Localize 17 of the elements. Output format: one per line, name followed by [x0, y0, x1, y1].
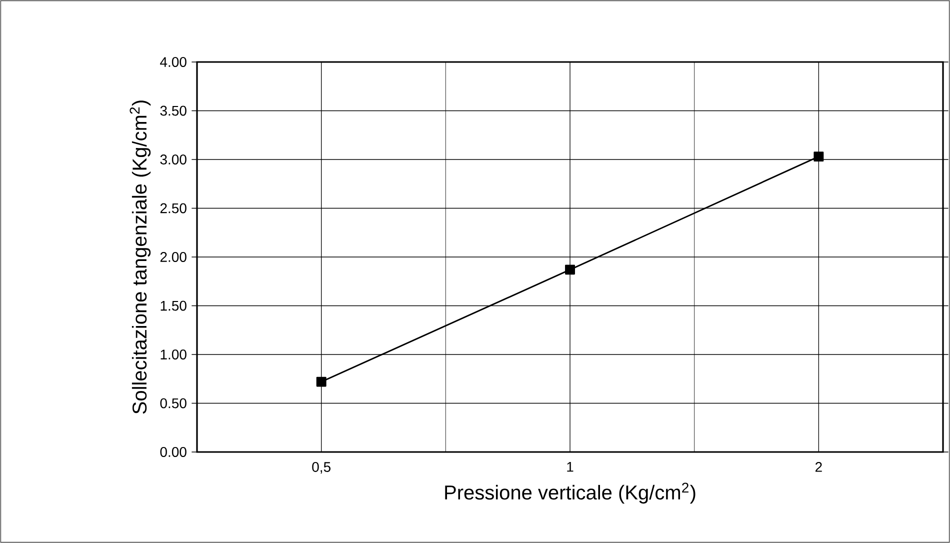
y-tick-label: 2.00 [160, 252, 186, 262]
x-axis-title: Pressione verticale (Kg/cm$^{2}$) [445, 482, 696, 504]
y-tick-label: 4.00 [160, 57, 186, 67]
y-tick-label: 0.00 [160, 447, 186, 457]
x-tick-label: 2 [815, 462, 822, 472]
y-tick-label: 3.50 [160, 106, 186, 116]
x-tick-label: 1 [567, 462, 574, 472]
x-tick-label: 0,5 [312, 462, 330, 474]
y-tick-label: 0.50 [160, 398, 186, 408]
point [814, 152, 824, 162]
y-tick-label: 2.50 [160, 203, 186, 214]
point [565, 264, 575, 275]
y-tick-label: 1.50 [160, 300, 186, 311]
y-tick-label: 1.00 [160, 350, 186, 360]
point [316, 376, 326, 387]
y-tick-label: 3.00 [160, 154, 186, 164]
y-axis-title: Sollecitazione tangenziale (Kg/cm$^{2}$) [130, 100, 151, 414]
